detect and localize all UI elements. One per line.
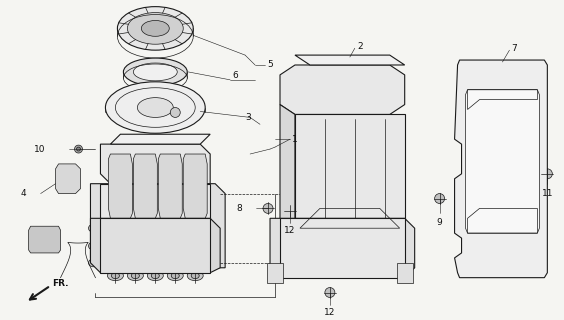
Circle shape xyxy=(352,80,368,96)
Circle shape xyxy=(74,145,82,153)
Text: FR.: FR. xyxy=(52,278,69,288)
Circle shape xyxy=(320,230,360,270)
Polygon shape xyxy=(465,90,539,233)
Ellipse shape xyxy=(134,148,156,160)
Ellipse shape xyxy=(168,271,183,281)
Text: 7: 7 xyxy=(512,44,517,53)
Ellipse shape xyxy=(124,58,187,86)
Ellipse shape xyxy=(133,63,177,81)
Text: 12: 12 xyxy=(324,308,336,317)
Polygon shape xyxy=(108,154,133,218)
Circle shape xyxy=(170,108,180,117)
Text: 3: 3 xyxy=(245,113,251,122)
Polygon shape xyxy=(267,263,283,283)
Polygon shape xyxy=(100,184,210,268)
Ellipse shape xyxy=(89,259,99,267)
Circle shape xyxy=(310,78,330,98)
Text: 1: 1 xyxy=(292,135,298,144)
Circle shape xyxy=(168,230,173,236)
Polygon shape xyxy=(270,218,415,278)
Circle shape xyxy=(192,253,198,259)
Ellipse shape xyxy=(140,149,180,169)
Polygon shape xyxy=(100,218,210,273)
Ellipse shape xyxy=(188,150,202,158)
Ellipse shape xyxy=(159,148,181,160)
Polygon shape xyxy=(280,105,295,228)
Ellipse shape xyxy=(127,271,143,281)
Text: 11: 11 xyxy=(541,189,553,198)
Circle shape xyxy=(117,230,124,236)
Circle shape xyxy=(142,253,148,259)
Polygon shape xyxy=(100,144,210,184)
Circle shape xyxy=(325,288,335,298)
Polygon shape xyxy=(29,226,60,253)
Ellipse shape xyxy=(131,273,139,279)
Ellipse shape xyxy=(191,273,199,279)
Circle shape xyxy=(77,147,81,151)
Text: 5: 5 xyxy=(267,60,273,69)
Ellipse shape xyxy=(138,150,152,158)
Circle shape xyxy=(168,253,173,259)
Ellipse shape xyxy=(109,148,131,160)
Ellipse shape xyxy=(112,273,120,279)
Text: 4: 4 xyxy=(21,189,27,198)
Polygon shape xyxy=(295,55,405,65)
Circle shape xyxy=(164,250,177,262)
Ellipse shape xyxy=(107,271,124,281)
Polygon shape xyxy=(133,154,157,218)
Polygon shape xyxy=(158,154,182,218)
Ellipse shape xyxy=(138,98,173,117)
Circle shape xyxy=(285,206,295,216)
Circle shape xyxy=(114,227,126,239)
Ellipse shape xyxy=(187,271,203,281)
Polygon shape xyxy=(56,164,81,194)
Polygon shape xyxy=(280,65,405,115)
Ellipse shape xyxy=(210,242,220,250)
Polygon shape xyxy=(90,218,220,273)
Circle shape xyxy=(139,227,151,239)
Ellipse shape xyxy=(113,150,127,158)
Circle shape xyxy=(263,204,273,213)
Ellipse shape xyxy=(105,82,205,133)
Circle shape xyxy=(190,227,201,239)
Polygon shape xyxy=(111,134,210,144)
Text: 10: 10 xyxy=(34,145,46,154)
Circle shape xyxy=(494,72,505,84)
Circle shape xyxy=(192,230,198,236)
Text: 2: 2 xyxy=(358,42,363,51)
Ellipse shape xyxy=(89,242,99,250)
Text: 9: 9 xyxy=(437,218,443,227)
Circle shape xyxy=(543,169,552,179)
Ellipse shape xyxy=(89,224,99,232)
Circle shape xyxy=(117,253,124,259)
Circle shape xyxy=(164,227,177,239)
Circle shape xyxy=(142,230,148,236)
Ellipse shape xyxy=(151,273,159,279)
Ellipse shape xyxy=(142,20,169,36)
Polygon shape xyxy=(90,184,225,268)
Ellipse shape xyxy=(171,273,179,279)
Polygon shape xyxy=(183,154,207,218)
Polygon shape xyxy=(280,218,405,278)
Circle shape xyxy=(494,260,505,272)
Circle shape xyxy=(435,194,444,204)
Text: 6: 6 xyxy=(232,71,238,80)
Ellipse shape xyxy=(210,224,220,232)
Ellipse shape xyxy=(127,12,183,44)
Ellipse shape xyxy=(184,148,206,160)
Polygon shape xyxy=(455,60,547,278)
Ellipse shape xyxy=(210,259,220,267)
Ellipse shape xyxy=(164,150,177,158)
Ellipse shape xyxy=(146,152,174,166)
Circle shape xyxy=(139,250,151,262)
Polygon shape xyxy=(295,115,405,228)
Circle shape xyxy=(114,250,126,262)
Ellipse shape xyxy=(117,7,193,50)
Text: 12: 12 xyxy=(284,226,296,235)
Ellipse shape xyxy=(147,271,164,281)
Circle shape xyxy=(190,250,201,262)
Text: 8: 8 xyxy=(236,204,242,213)
Polygon shape xyxy=(396,263,413,283)
